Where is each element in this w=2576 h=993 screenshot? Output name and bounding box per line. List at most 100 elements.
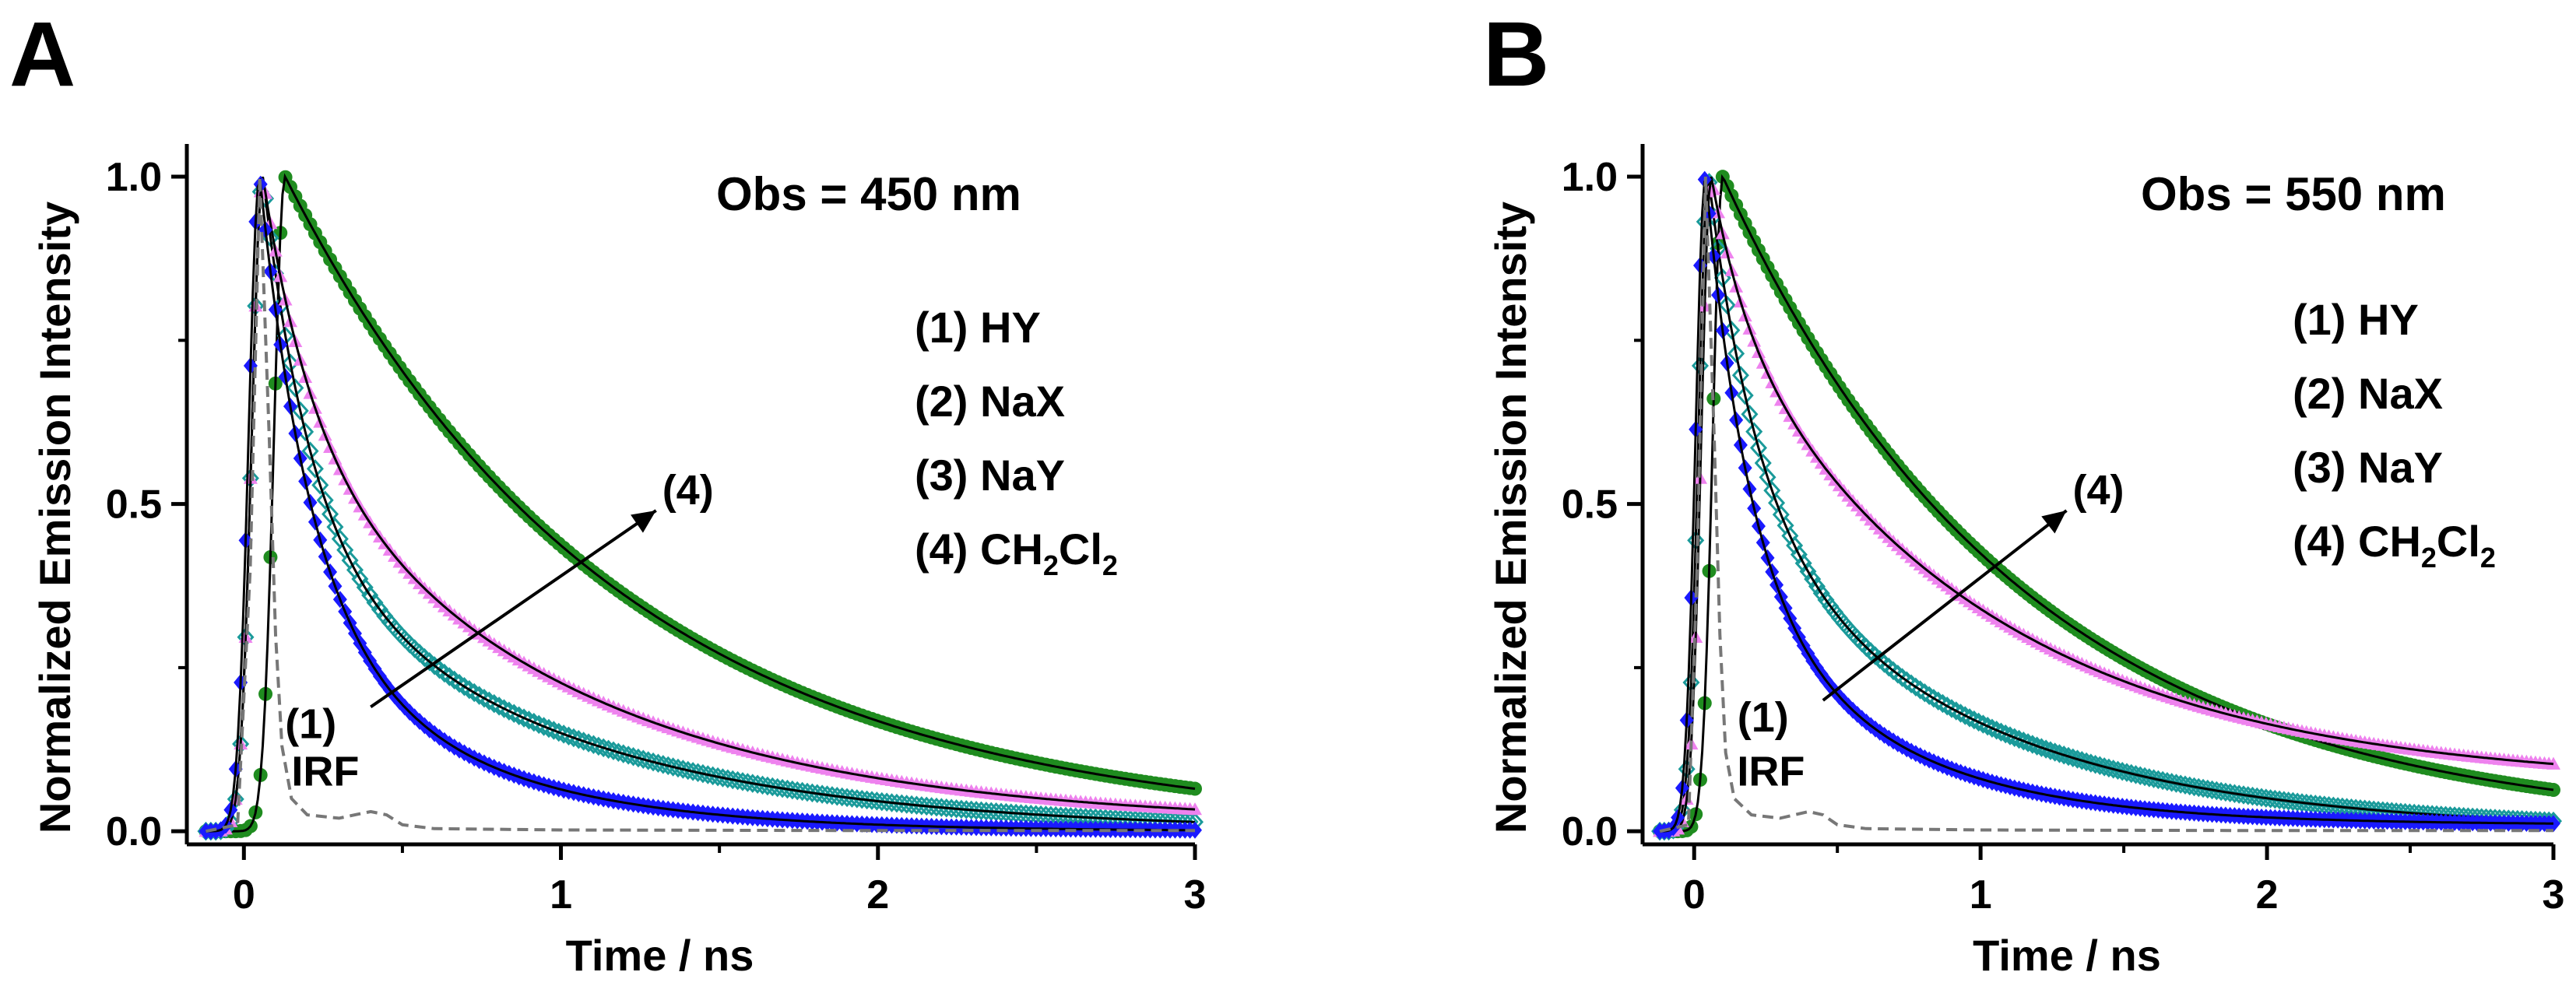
data-point bbox=[814, 784, 831, 804]
y-tick-label: 1.0 bbox=[1562, 155, 1618, 200]
data-point bbox=[620, 746, 638, 765]
trend-arrow-head bbox=[631, 511, 656, 533]
data-point bbox=[704, 766, 722, 786]
series-1 bbox=[199, 176, 1202, 837]
data-point bbox=[361, 585, 379, 605]
x-axis-title: Time / ns bbox=[1973, 931, 2161, 980]
data-point bbox=[639, 751, 657, 770]
data-point bbox=[754, 775, 771, 795]
data-point bbox=[645, 752, 662, 772]
data-point bbox=[853, 789, 871, 809]
data-point bbox=[818, 785, 836, 805]
data-point bbox=[838, 788, 856, 808]
data-point bbox=[843, 788, 861, 808]
data-point bbox=[2104, 760, 2122, 779]
data-point bbox=[297, 422, 315, 442]
data-point bbox=[793, 781, 811, 802]
data-point bbox=[684, 762, 702, 781]
data-point bbox=[774, 778, 792, 798]
data-point bbox=[2114, 762, 2131, 781]
legend-entry: (1) HY bbox=[915, 303, 1041, 352]
fit-line bbox=[206, 176, 1196, 833]
fit-line bbox=[1660, 176, 2554, 833]
data-point bbox=[699, 765, 717, 784]
series-3 bbox=[1653, 170, 2560, 839]
legend-entry: (4) CH2Cl2 bbox=[2293, 517, 2496, 574]
data-point bbox=[858, 790, 876, 810]
data-point bbox=[778, 779, 796, 799]
x-tick-label: 2 bbox=[2256, 872, 2279, 918]
x-tick-label: 0 bbox=[233, 872, 255, 918]
x-tick-label: 0 bbox=[1683, 872, 1706, 918]
data-point bbox=[739, 773, 757, 792]
fit-line bbox=[1660, 174, 2554, 833]
data-point bbox=[2100, 758, 2117, 778]
data-point bbox=[674, 760, 692, 779]
data-point bbox=[743, 774, 761, 793]
data-point bbox=[1736, 385, 1754, 405]
x-tick-label: 3 bbox=[1184, 872, 1207, 918]
data-point bbox=[733, 772, 752, 791]
fit-line bbox=[206, 176, 1196, 833]
data-point bbox=[1804, 569, 1822, 589]
data-point bbox=[301, 441, 319, 461]
fit-line bbox=[1660, 181, 2553, 833]
data-point bbox=[281, 353, 299, 373]
data-point bbox=[629, 748, 647, 768]
data-point bbox=[2086, 754, 2104, 774]
data-point bbox=[634, 749, 652, 769]
series-0 bbox=[199, 175, 1202, 840]
panel-b: B 0 1 2 3 0.0 0.5 1.0 Time / ns Normalized Emissi… bbox=[1483, 3, 2564, 980]
y-axis-title: Normalized Emission Intensity bbox=[1486, 202, 1535, 833]
legend-entry: (3) NaY bbox=[2293, 443, 2443, 492]
data-point bbox=[1188, 781, 1202, 796]
legend-entry: (2) NaX bbox=[915, 377, 1065, 426]
trend-arrow-head bbox=[2041, 511, 2067, 534]
irf-label: IRF bbox=[1737, 748, 1805, 795]
panel-label: B bbox=[1483, 3, 1549, 106]
legend-entry: (2) NaX bbox=[2293, 369, 2443, 418]
data-point bbox=[2082, 753, 2100, 773]
arrow-start-label: (1) bbox=[285, 700, 336, 747]
data-point bbox=[286, 378, 304, 398]
arrow-start-label: (1) bbox=[1738, 694, 1789, 741]
data-point bbox=[649, 753, 667, 773]
data-point bbox=[689, 763, 707, 783]
legend-entry: (3) NaY bbox=[915, 451, 1065, 500]
data-point bbox=[1745, 422, 1763, 441]
x-tick-label: 1 bbox=[1970, 872, 1992, 918]
data-point bbox=[679, 760, 697, 781]
data-point bbox=[1799, 561, 1817, 581]
data-point bbox=[719, 769, 736, 788]
data-point bbox=[1718, 295, 1736, 315]
data-point bbox=[729, 770, 747, 791]
data-point bbox=[1749, 438, 1767, 458]
arrow-end-label: (4) bbox=[662, 467, 714, 514]
x-axis-title: Time / ns bbox=[566, 931, 754, 980]
data-point bbox=[798, 782, 817, 802]
trend-arrow bbox=[370, 509, 657, 709]
data-point bbox=[2546, 783, 2560, 798]
y-tick-label: 0.0 bbox=[106, 809, 162, 854]
arrow-end-label: (4) bbox=[2073, 467, 2124, 514]
data-point bbox=[1754, 453, 1772, 473]
data-point bbox=[709, 767, 727, 787]
data-point bbox=[863, 791, 881, 810]
legend-entry: (4) CH2Cl2 bbox=[915, 525, 1118, 581]
fit-line bbox=[1660, 180, 2554, 833]
data-point bbox=[1808, 577, 1826, 596]
series-2 bbox=[197, 176, 1204, 841]
data-point bbox=[724, 770, 742, 790]
data-point bbox=[764, 777, 782, 797]
data-point bbox=[1759, 468, 1776, 487]
legend-entry: (1) HY bbox=[2293, 295, 2419, 344]
obs-wavelength-label: Obs = 450 nm bbox=[716, 168, 1021, 220]
data-point bbox=[624, 746, 642, 767]
data-point bbox=[614, 744, 632, 763]
y-tick-label: 0.5 bbox=[1562, 482, 1618, 528]
trend-arrow bbox=[1822, 509, 2068, 702]
data-point bbox=[783, 780, 801, 800]
data-point bbox=[306, 459, 324, 479]
data-point bbox=[1731, 366, 1749, 385]
